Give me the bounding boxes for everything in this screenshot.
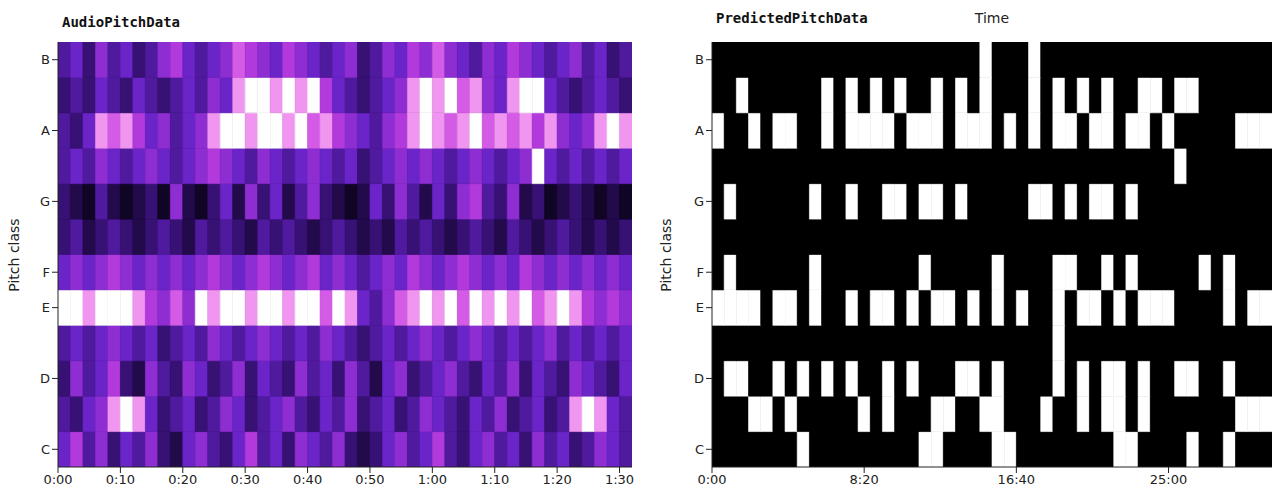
svg-text:1:00: 1:00 [418,472,447,487]
svg-text:16:40: 16:40 [998,472,1035,487]
html-text:Pitch class: Pitch class [658,217,674,292]
svg-text:0:00: 0:00 [697,472,726,487]
svg-text:G: G [694,194,704,209]
svg-text:D: D [40,371,50,386]
html-text:PredictedPitchData: PredictedPitchData [716,10,868,26]
svg-text:0:10: 0:10 [106,472,135,487]
svg-text:1:20: 1:20 [543,472,572,487]
svg-text:0:00: 0:00 [43,472,72,487]
svg-text:A: A [41,123,50,138]
svg-text:G: G [40,194,50,209]
svg-text:F: F [43,265,50,280]
html-text:AudioPitchData: AudioPitchData [62,14,180,30]
svg-text:A: A [695,123,704,138]
svg-text:B: B [41,52,50,67]
svg-text:1:10: 1:10 [480,472,509,487]
svg-text:0:50: 0:50 [355,472,384,487]
html-text:Pitch class: Pitch class [6,217,22,292]
svg-text:C: C [695,442,704,457]
svg-text:C: C [41,442,50,457]
html-text:Time: Time [974,10,1010,26]
svg-text:D: D [694,371,704,386]
svg-text:0:40: 0:40 [293,472,322,487]
svg-text:F: F [697,265,704,280]
svg-text:B: B [695,52,704,67]
svg-text:25:00: 25:00 [1150,472,1187,487]
svg-text:8:20: 8:20 [850,472,879,487]
svg-text:E: E [42,300,50,315]
svg-text:E: E [696,300,704,315]
svg-text:1:30: 1:30 [605,472,634,487]
svg-text:0:20: 0:20 [168,472,197,487]
svg-text:0:30: 0:30 [231,472,260,487]
